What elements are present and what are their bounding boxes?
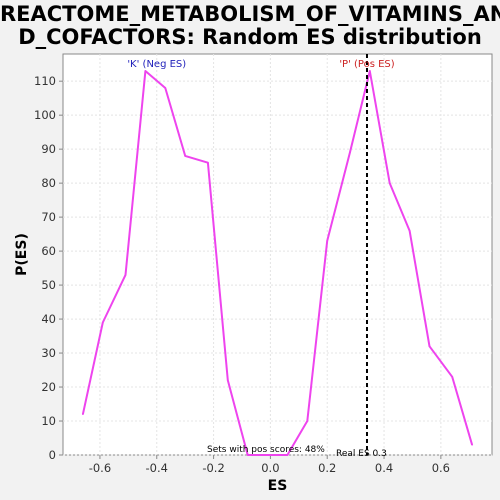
chart-title-line-1: REACTOME_METABOLISM_OF_VITAMINS_AN: [0, 2, 500, 26]
x-axis-label: ES: [268, 478, 288, 494]
y-axis-label: P(ES): [14, 233, 30, 276]
marks: [81, 54, 474, 456]
y-tick-label: 110: [34, 74, 56, 88]
plot-area: [62, 53, 493, 456]
x-tick-label: 0.6: [432, 461, 450, 475]
y-tick-label: 10: [41, 414, 56, 428]
data-point: [428, 345, 431, 348]
x-tick-label: -0.4: [146, 461, 168, 475]
data-point: [306, 420, 309, 422]
labels: 'K' (Neg ES) 'P' (Pos ES) Sets with pos …: [14, 59, 395, 494]
data-point: [226, 379, 229, 382]
y-tick-label: 60: [41, 244, 56, 258]
y-tick-label: 90: [41, 142, 56, 156]
data-point: [388, 182, 391, 184]
x-tick-label: -0.6: [89, 461, 111, 475]
x-tick-label: 0.0: [261, 461, 279, 475]
chart-title-line-2: D_COFACTORS: Random ES distribution: [18, 25, 482, 49]
data-point: [82, 413, 84, 416]
data-point: [349, 151, 351, 154]
data-point: [286, 454, 289, 456]
axes: 0 10 20 30 40 50 60 70 80 90 100 110 -0.6 -0.4 -0.2 0.0…: [34, 74, 450, 475]
data-point: [164, 87, 167, 89]
data-point: [471, 444, 473, 446]
y-tick-label: 40: [41, 312, 56, 326]
data-point: [451, 376, 454, 378]
data-point: [124, 274, 127, 276]
y-tick-label: 70: [41, 210, 56, 224]
real-es-label: Real ES 0.3: [336, 449, 387, 459]
y-tick-label: 50: [41, 278, 56, 292]
y-tick-label: 80: [41, 176, 56, 190]
x-tick-label: -0.2: [202, 461, 224, 475]
data-point: [369, 70, 371, 72]
data-point: [326, 240, 329, 242]
y-tick-label: 30: [41, 346, 56, 360]
data-point: [246, 454, 249, 456]
data-point: [408, 229, 411, 232]
neg-es-label: 'K' (Neg ES): [127, 59, 186, 70]
y-tick-label: 0: [49, 448, 56, 462]
pos-scores-annotation: Sets with pos scores: 48%: [207, 445, 325, 455]
data-point: [266, 454, 269, 456]
data-point: [184, 155, 186, 157]
series-line: [81, 70, 474, 456]
y-tick-label: 100: [34, 108, 56, 122]
x-tick-label: 0.2: [318, 461, 336, 475]
pos-es-label: 'P' (Pos ES): [339, 59, 394, 70]
grid: [63, 54, 492, 456]
data-point: [101, 321, 104, 324]
x-tick-label: 0.4: [375, 461, 393, 475]
y-tick-label: 20: [41, 380, 56, 394]
data-point: [144, 70, 147, 72]
data-point: [207, 161, 209, 164]
